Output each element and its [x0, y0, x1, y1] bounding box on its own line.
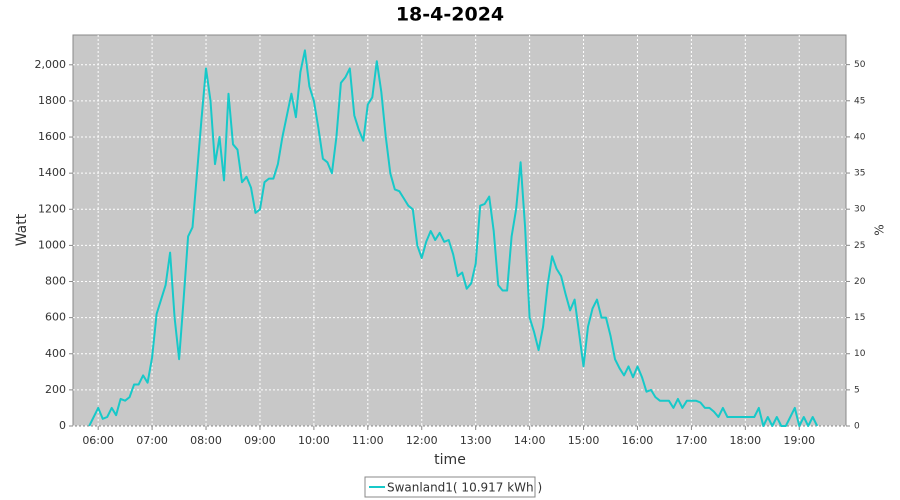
- y-tick-label: 1600: [38, 130, 66, 143]
- y2-tick-label: 40: [854, 132, 866, 142]
- x-tick-label: 17:00: [676, 434, 708, 447]
- y-tick-label: 2,000: [35, 58, 67, 71]
- x-axis-label: time: [434, 452, 466, 468]
- x-tick-label: 13:00: [460, 434, 492, 447]
- x-tick-label: 12:00: [406, 434, 438, 447]
- plot-area: [72, 34, 847, 427]
- y2-tick-label: 20: [854, 277, 866, 287]
- y2-tick-label: 15: [854, 313, 865, 323]
- chart-title: 18-4-2024: [396, 4, 504, 26]
- y2-tick-label: 45: [854, 96, 865, 106]
- x-tick-label: 09:00: [244, 434, 276, 447]
- x-tick-label: 15:00: [568, 434, 600, 447]
- y-tick-label: 0: [59, 419, 66, 432]
- y-tick-label: 600: [45, 311, 66, 324]
- y-tick-label: 200: [45, 383, 66, 396]
- x-tick-label: 18:00: [729, 434, 761, 447]
- x-tick-label: 16:00: [622, 434, 654, 447]
- y-tick-label: 1800: [38, 94, 66, 107]
- x-tick-label: 14:00: [514, 434, 546, 447]
- x-tick-label: 10:00: [298, 434, 330, 447]
- y2-tick-label: 25: [854, 241, 865, 251]
- y2-axis-label: %: [873, 224, 887, 235]
- x-tick-label: 06:00: [82, 434, 114, 447]
- y2-tick-label: 50: [854, 60, 866, 70]
- y-tick-label: 1400: [38, 166, 66, 179]
- x-tick-label: 08:00: [190, 434, 222, 447]
- legend-label: Swanland1( 10.917 kWh ): [387, 481, 542, 495]
- y-tick-label: 1200: [38, 202, 66, 215]
- y2-tick-label: 0: [854, 422, 860, 432]
- y-tick-label: 800: [45, 275, 66, 288]
- series-line: [88, 49, 819, 427]
- y-axis-label: Watt: [14, 213, 30, 246]
- y-tick-label: 400: [45, 347, 66, 360]
- y2-tick-label: 35: [854, 169, 865, 179]
- x-tick-label: 11:00: [352, 434, 384, 447]
- legend: [364, 476, 536, 498]
- y2-tick-label: 5: [854, 385, 860, 395]
- x-tick-label: 19:00: [783, 434, 815, 447]
- x-tick-label: 07:00: [136, 434, 168, 447]
- y-tick-label: 1000: [38, 238, 66, 251]
- y2-tick-label: 10: [854, 349, 866, 359]
- y2-tick-label: 30: [854, 205, 866, 215]
